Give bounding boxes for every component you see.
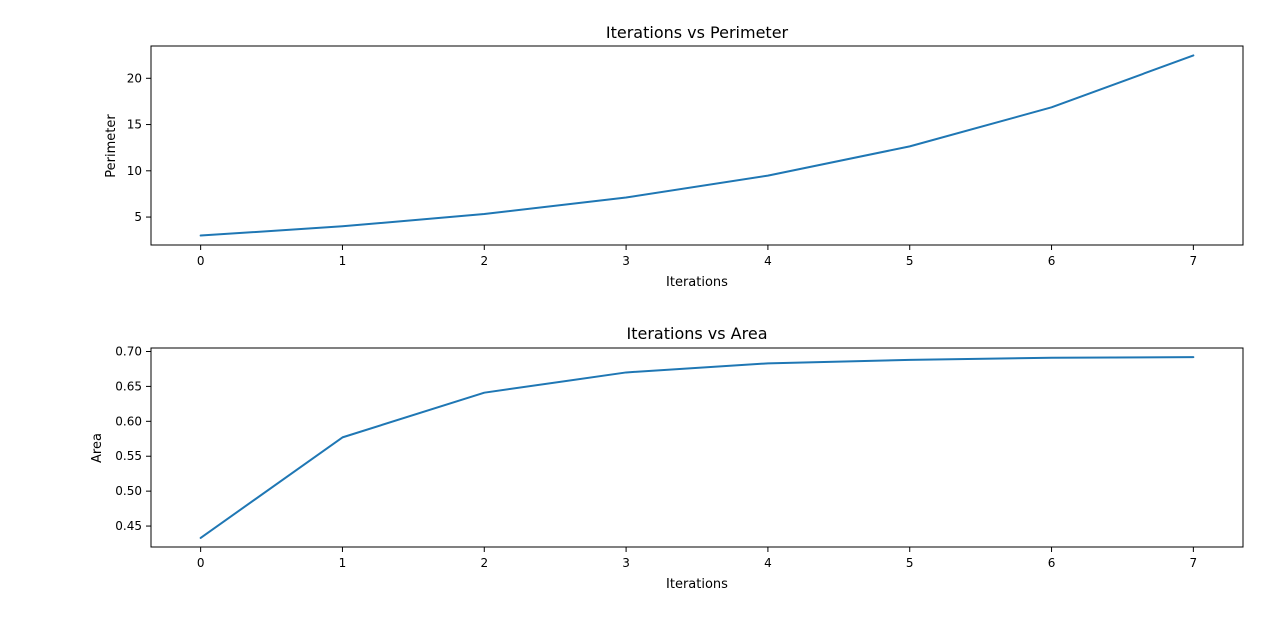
series-line bbox=[199, 54, 1195, 237]
ticks-group: 0 1 2 3 4 5 6 7 5 10 15 20 bbox=[127, 71, 1197, 268]
x-tick-label: 6 bbox=[1048, 556, 1056, 570]
y-axis-label: Perimeter bbox=[104, 114, 119, 178]
x-tick-label: 4 bbox=[764, 254, 772, 268]
perimeter-chart: Iterations vs Perimeter Iterations Perim… bbox=[104, 23, 1244, 290]
x-tick-label: 1 bbox=[339, 556, 347, 570]
x-tick-label: 2 bbox=[480, 556, 488, 570]
y-tick-label: 20 bbox=[127, 71, 142, 85]
x-tick-label: 3 bbox=[622, 254, 630, 268]
plot-frame bbox=[150, 45, 1244, 246]
y-axis-label: Area bbox=[90, 433, 105, 463]
x-tick-label: 5 bbox=[906, 556, 914, 570]
y-tick-label: 0.45 bbox=[115, 519, 142, 533]
ticks-group: 0 1 2 3 4 5 6 7 0.45 0.50 0.55 0.60 0.65 0.70 bbox=[115, 344, 1197, 570]
series-line bbox=[199, 356, 1195, 539]
chart-title: Iterations vs Area bbox=[627, 324, 768, 343]
x-tick-label: 7 bbox=[1190, 254, 1198, 268]
y-tick-label: 0.55 bbox=[115, 449, 142, 463]
x-tick-label: 1 bbox=[339, 254, 347, 268]
x-tick-label: 2 bbox=[480, 254, 488, 268]
x-tick-label: 5 bbox=[906, 254, 914, 268]
area-chart: Iterations vs Area Iterations Area 0 1 2 3 4… bbox=[90, 324, 1244, 592]
x-tick-label: 4 bbox=[764, 556, 772, 570]
y-tick-label: 10 bbox=[127, 164, 142, 178]
x-tick-label: 6 bbox=[1048, 254, 1056, 268]
y-tick-label: 15 bbox=[127, 118, 142, 132]
y-tick-label: 0.70 bbox=[115, 344, 142, 358]
y-tick-label: 0.50 bbox=[115, 484, 142, 498]
x-tick-label: 3 bbox=[622, 556, 630, 570]
plot-frame bbox=[150, 347, 1244, 548]
y-tick-label: 0.60 bbox=[115, 414, 142, 428]
chart-title: Iterations vs Perimeter bbox=[606, 23, 789, 42]
x-axis-label: Iterations bbox=[666, 275, 728, 290]
x-tick-label: 7 bbox=[1190, 556, 1198, 570]
x-tick-label: 0 bbox=[197, 254, 205, 268]
y-tick-label: 0.65 bbox=[115, 379, 142, 393]
x-axis-label: Iterations bbox=[666, 577, 728, 592]
x-tick-label: 0 bbox=[197, 556, 205, 570]
y-tick-label: 5 bbox=[134, 210, 142, 224]
